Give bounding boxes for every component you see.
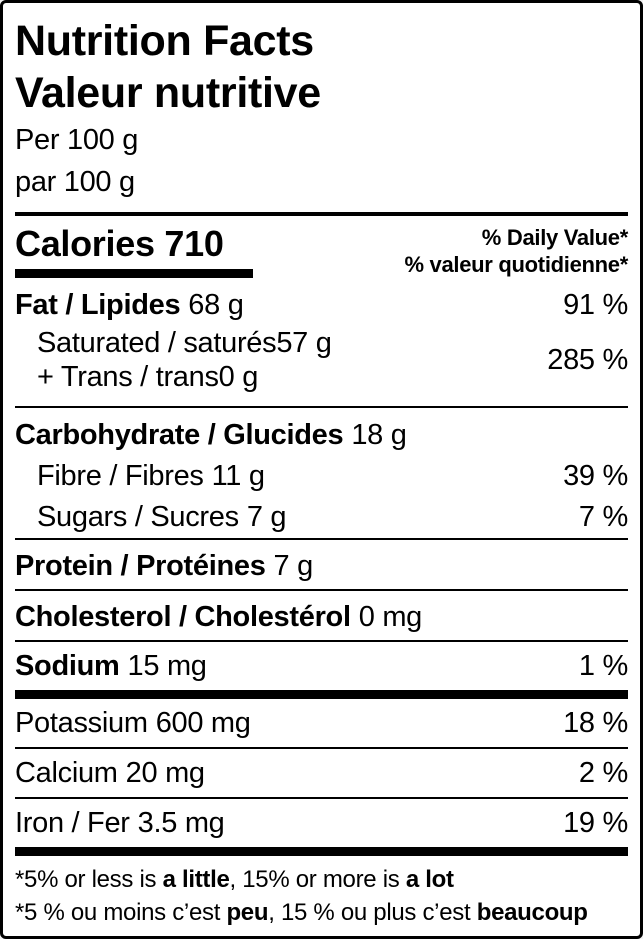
protein-row: Protein / Protéines 7 g (15, 545, 628, 587)
saturated-fat-row: Saturated / saturés57 g (15, 326, 332, 360)
daily-value-header-french: % valeur quotidienne* (404, 252, 628, 277)
footnotes: *5% or less is a little, 15% or more is … (15, 863, 628, 929)
fat-section: Fat / Lipides 68 g 91 % Saturated / satur… (15, 278, 628, 406)
carb-protein-divider (15, 538, 628, 540)
footnote-fr-text-2: , 15 % ou plus c’est (268, 899, 477, 926)
saturated-trans-daily-value: 285 % (547, 344, 628, 376)
calcium-section: Calcium 20 mg 2 % (15, 749, 628, 797)
protein-name: Protein / Protéines (15, 550, 266, 582)
footnote-thick-divider (15, 847, 628, 856)
calories-number: 710 (164, 223, 224, 264)
fibre-name: Fibre / Fibres (37, 460, 204, 492)
iron-section: Iron / Fer 3.5 mg 19 % (15, 799, 628, 847)
iron-row: Iron / Fer 3.5 mg 19 % (15, 803, 628, 844)
title-english: Nutrition Facts (15, 17, 314, 65)
cholesterol-sodium-divider (15, 640, 628, 642)
fat-name: Fat / Lipides (15, 289, 181, 321)
calories-value: Calories 710 (15, 221, 253, 267)
calcium-row: Calcium 20 mg 2 % (15, 753, 628, 794)
potassium-calcium-divider (15, 747, 628, 749)
carbohydrate-amount: 18 g (351, 419, 407, 451)
fibre-row: Fibre / Fibres 11 g 39 % (15, 456, 628, 497)
serving-size-english: Per 100 g (15, 124, 139, 156)
cholesterol-name: Cholesterol / Cholestérol (15, 601, 351, 633)
fat-carb-divider (15, 406, 628, 408)
fibre-daily-value: 39 % (563, 460, 628, 492)
daily-value-header: % Daily Value* % valeur quotidienne* (404, 221, 628, 278)
fat-amount: 68 g (188, 289, 244, 321)
calories-label: Calories (15, 223, 155, 264)
footnote-en-text-2: , 15% or more is (229, 866, 406, 893)
sugars-amount: 7 g (246, 501, 287, 533)
header-divider (15, 212, 628, 216)
daily-value-header-english: % Daily Value* (481, 225, 629, 250)
sodium-daily-value: 1 % (578, 650, 628, 682)
sodium-name: Sodium (15, 650, 120, 682)
carbohydrate-section: Carbohydrate / Glucides 18 g Fibre / Fibr… (15, 408, 628, 538)
sodium-section: Sodium 15 mg 1 % (15, 642, 628, 690)
calcium-iron-divider (15, 797, 628, 799)
title-french: Valeur nutritive (15, 69, 321, 117)
carbohydrate-row: Carbohydrate / Glucides 18 g (15, 414, 628, 456)
protein-cholesterol-divider (15, 589, 628, 591)
calcium-name: Calcium (15, 757, 118, 789)
iron-amount: 3.5 mg (137, 807, 225, 839)
sodium-row: Sodium 15 mg 1 % (15, 646, 628, 687)
potassium-amount: 600 mg (155, 707, 251, 739)
protein-amount: 7 g (273, 550, 314, 582)
fat-daily-value: 91 % (563, 289, 628, 321)
sugars-row: Sugars / Sucres 7 g 7 % (15, 497, 628, 538)
iron-name: Iron / Fer (15, 807, 130, 839)
iron-daily-value: 19 % (563, 807, 628, 839)
footnote-en-text-1: *5% or less is (15, 866, 163, 893)
footnote-fr-bold-2: beaucoup (476, 899, 588, 926)
fat-row: Fat / Lipides 68 g 91 % (15, 284, 628, 326)
footnote-en-bold-1: a little (162, 866, 230, 893)
sugars-daily-value: 7 % (578, 501, 628, 533)
footnote-english: *5% or less is a little, 15% or more is … (15, 863, 628, 896)
calories-row: Calories 710 % Daily Value* % valeur quo… (15, 221, 628, 278)
potassium-section: Potassium 600 mg 18 % (15, 699, 628, 747)
footnote-fr-text-1: *5 % ou moins c’est (15, 899, 227, 926)
calcium-daily-value: 2 % (578, 757, 628, 789)
footnote-en-bold-2: a lot (405, 866, 454, 893)
fibre-amount: 11 g (211, 460, 265, 492)
saturated-amount: 57 g (276, 327, 332, 359)
carbohydrate-name: Carbohydrate / Glucides (15, 419, 344, 451)
potassium-daily-value: 18 % (563, 707, 628, 739)
footnote-french: *5 % ou moins c’est peu, 15 % ou plus c’… (15, 896, 628, 929)
sodium-potassium-thick-divider (15, 690, 628, 699)
cholesterol-amount: 0 mg (358, 601, 423, 633)
potassium-row: Potassium 600 mg 18 % (15, 703, 628, 744)
calories-underline-bar (15, 269, 253, 278)
trans-amount: 0 g (218, 361, 259, 393)
saturated-name: Saturated / saturés (37, 327, 277, 359)
cholesterol-row: Cholesterol / Cholestérol 0 mg (15, 596, 628, 638)
serving-size-french: par 100 g (15, 166, 135, 198)
saturated-trans-group: Saturated / saturés57 g + Trans / trans0… (15, 326, 628, 394)
trans-name: + Trans / trans (37, 361, 219, 393)
calcium-amount: 20 mg (125, 757, 205, 789)
protein-section: Protein / Protéines 7 g (15, 540, 628, 589)
sugars-name: Sugars / Sucres (37, 501, 239, 533)
trans-fat-row: + Trans / trans0 g (15, 360, 332, 394)
footnote-fr-bold-1: peu (226, 899, 269, 926)
potassium-name: Potassium (15, 707, 148, 739)
cholesterol-section: Cholesterol / Cholestérol 0 mg (15, 591, 628, 640)
sodium-amount: 15 mg (127, 650, 207, 682)
